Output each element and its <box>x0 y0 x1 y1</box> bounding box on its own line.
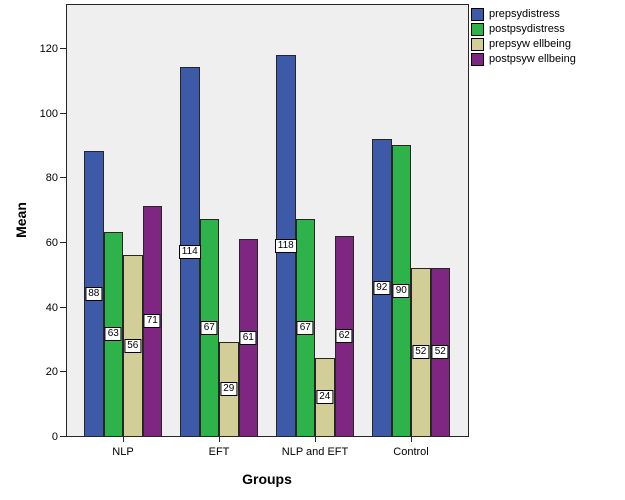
y-tick <box>60 436 66 437</box>
bar-value-label: 92 <box>373 280 391 295</box>
bar-value-label: 63 <box>104 327 122 341</box>
y-tick-label: 0 <box>51 431 58 443</box>
category-label: NLP <box>112 446 134 458</box>
plot-area: 88 63 56 71 114 67 29 61 118 67 24 62 92 90 52 52 <box>66 4 469 437</box>
bar-value-label: 67 <box>200 320 218 335</box>
y-tick <box>60 371 66 372</box>
bar-value-label: 118 <box>274 238 297 253</box>
bar-value-label: 52 <box>412 345 430 359</box>
legend-item: postpsydistress <box>471 22 576 36</box>
legend-item: prepsyw ellbeing <box>471 37 576 51</box>
x-tick <box>315 437 316 442</box>
bar-value-label: 24 <box>316 390 334 404</box>
x-tick <box>219 437 220 442</box>
bar-value-label: 56 <box>124 338 142 353</box>
y-tick-label: 120 <box>39 43 58 55</box>
y-tick <box>60 177 66 178</box>
legend-label: prepsyw ellbeing <box>489 37 571 50</box>
bar-value-label: 88 <box>85 286 103 301</box>
category-label: EFT <box>208 446 230 458</box>
bar-value-label: 114 <box>178 244 201 259</box>
legend-item: postpsyw ellbeing <box>471 52 576 66</box>
bar-value-label: 61 <box>239 330 257 345</box>
x-tick <box>411 437 412 442</box>
y-tick-label: 60 <box>45 237 58 249</box>
y-axis-title: Mean <box>13 202 29 238</box>
legend-swatch <box>471 52 484 66</box>
y-tick-label: 40 <box>45 302 58 314</box>
legend-swatch <box>471 22 484 36</box>
legend-swatch <box>471 37 484 51</box>
x-axis-title: Groups <box>242 471 292 487</box>
y-tick-label: 100 <box>39 108 58 120</box>
bar-value-label: 52 <box>431 345 449 359</box>
y-tick-label: 80 <box>45 172 58 184</box>
x-tick <box>123 437 124 442</box>
category-label: Control <box>393 446 429 458</box>
legend-label: postpsydistress <box>489 22 565 35</box>
bar-value-label: 67 <box>296 320 314 335</box>
y-tick <box>60 113 66 114</box>
legend-label: prepsydistress <box>489 7 560 20</box>
bar-value-label: 29 <box>220 382 238 396</box>
category-label: NLP and EFT <box>281 446 349 458</box>
legend: prepsydistress postpsydistress prepsyw e… <box>471 7 576 67</box>
legend-swatch <box>471 7 484 21</box>
y-tick <box>60 307 66 308</box>
bar-value-label: 62 <box>335 329 353 343</box>
legend-item: prepsydistress <box>471 7 576 21</box>
bar-value-label: 71 <box>143 314 161 328</box>
y-tick-label: 20 <box>45 366 58 378</box>
bar-value-label: 90 <box>392 283 410 298</box>
y-tick <box>60 242 66 243</box>
legend-label: postpsyw ellbeing <box>489 52 576 65</box>
y-tick <box>60 48 66 49</box>
